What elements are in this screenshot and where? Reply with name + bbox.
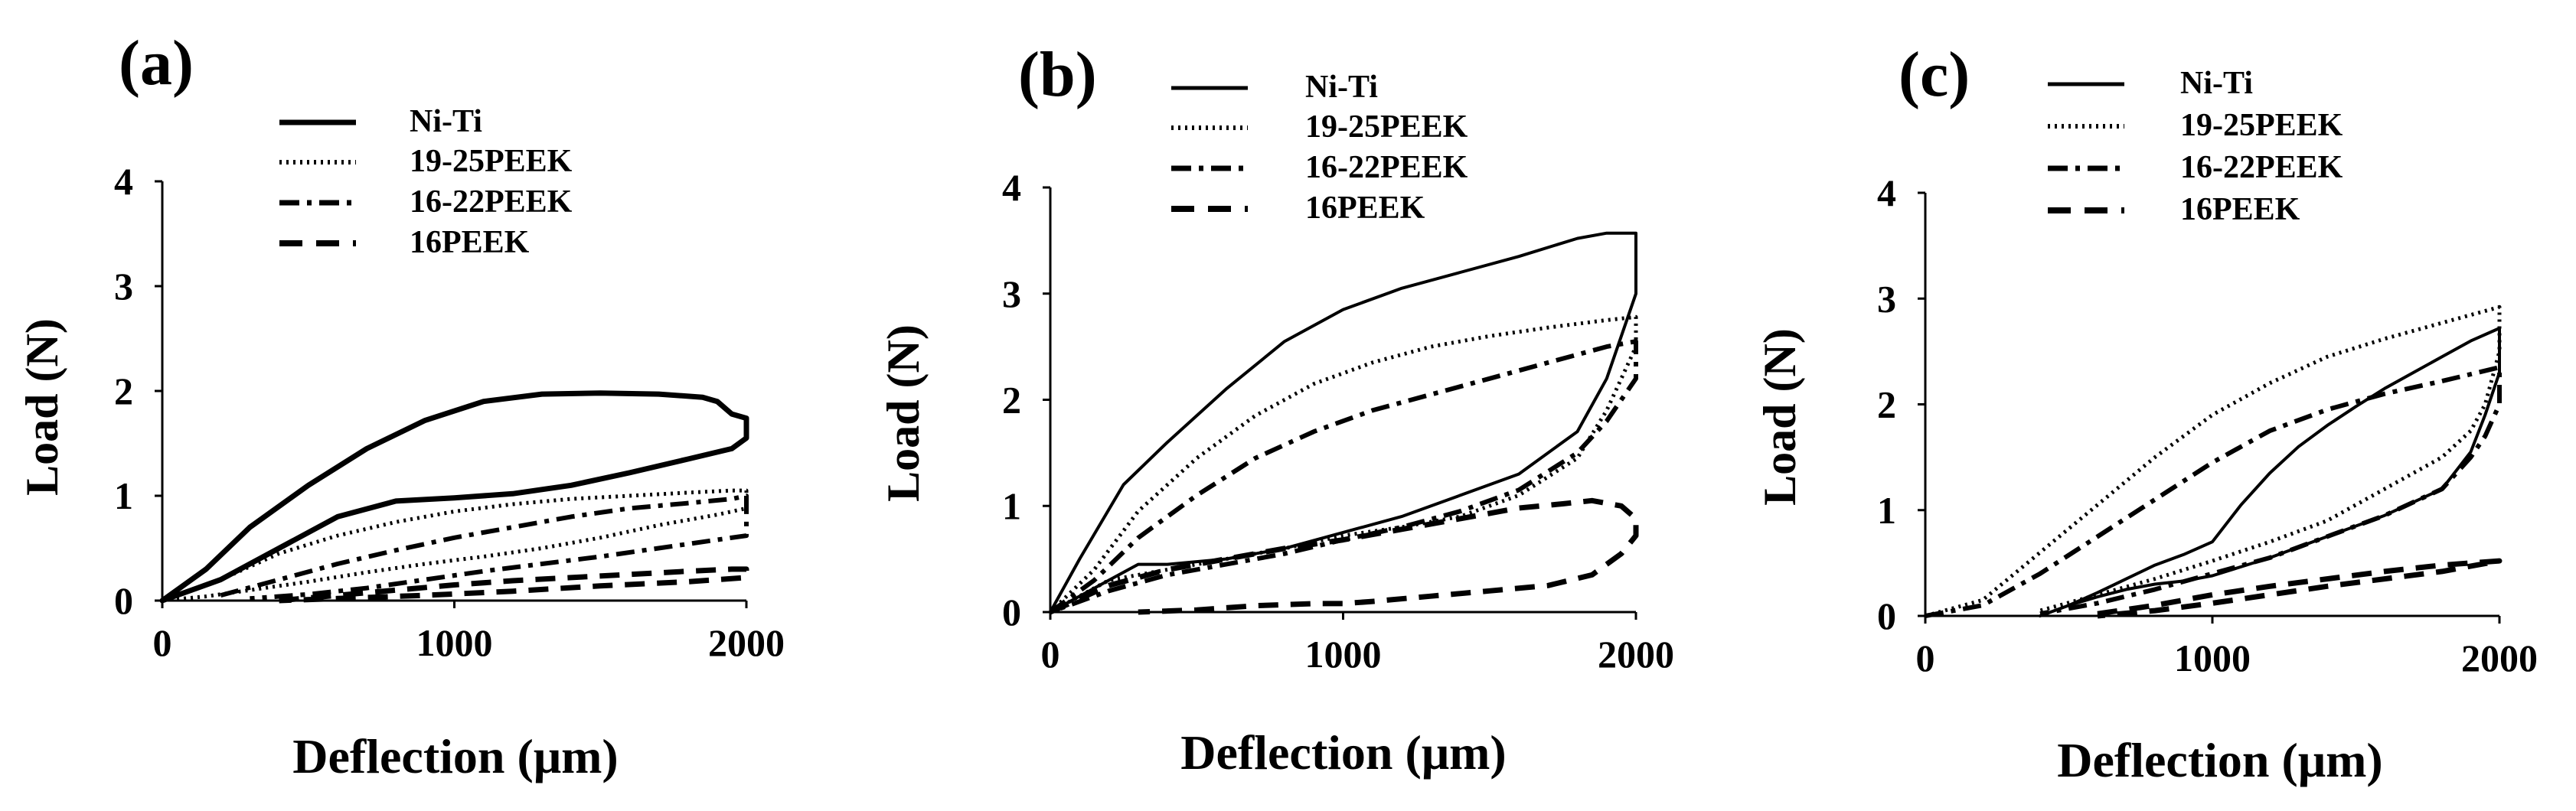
x-axis-label: Deflection (μm) bbox=[2057, 733, 2382, 787]
series-line-16-22peek bbox=[220, 493, 749, 601]
x-tick-label: 2000 bbox=[708, 621, 785, 664]
y-tick-label: 4 bbox=[114, 160, 133, 203]
legend-label-16-22peek: 16-22PEEK bbox=[2180, 150, 2343, 185]
series-line-19-25peek bbox=[1925, 305, 2502, 618]
legend: Ni-Ti 19-25PEEK 16-22PEEK 16PEEK bbox=[279, 104, 573, 260]
y-tick-label: 2 bbox=[1877, 383, 1896, 426]
legend-label-19-25peek: 19-25PEEK bbox=[1305, 109, 1468, 145]
x-tick-label: 0 bbox=[1041, 633, 1060, 676]
y-tick-label: 4 bbox=[1002, 166, 1021, 209]
y-tick-label: 1 bbox=[114, 474, 133, 517]
legend-label-16-22peek: 16-22PEEK bbox=[1305, 150, 1468, 185]
legend-label-ni-ti: Ni-Ti bbox=[2180, 66, 2253, 101]
legend-label-19-25peek: 19-25PEEK bbox=[410, 144, 573, 179]
legend: Ni-Ti 19-25PEEK 16-22PEEK 16PEEK bbox=[2048, 66, 2343, 227]
x-axis-label: Deflection (μm) bbox=[1180, 725, 1506, 780]
legend-label-16peek: 16PEEK bbox=[410, 225, 530, 260]
x-tick-label: 1000 bbox=[2174, 637, 2251, 679]
y-tick-label: 4 bbox=[1877, 171, 1896, 214]
legend-label-19-25peek: 19-25PEEK bbox=[2180, 108, 2343, 143]
y-tick-label: 1 bbox=[1877, 489, 1896, 532]
legend-label-16peek: 16PEEK bbox=[1305, 191, 1425, 226]
legend-label-ni-ti: Ni-Ti bbox=[410, 104, 482, 139]
y-axis-label: Load (N) bbox=[878, 324, 929, 502]
y-tick-label: 3 bbox=[114, 265, 133, 308]
y-axis-label: Load (N) bbox=[17, 318, 67, 496]
series-line-16-22peek bbox=[1049, 339, 1638, 614]
series-line-ni-ti bbox=[2039, 327, 2501, 617]
series-line-16peek bbox=[2097, 558, 2503, 619]
legend-label-ni-ti: Ni-Ti bbox=[1305, 70, 1378, 105]
y-tick-label: 3 bbox=[1002, 272, 1021, 315]
legend-label-16-22peek: 16-22PEEK bbox=[410, 184, 573, 220]
y-tick-label: 1 bbox=[1002, 484, 1021, 527]
x-tick-label: 2000 bbox=[2461, 637, 2538, 679]
y-tick-label: 0 bbox=[114, 579, 133, 622]
y-axis-label: Load (N) bbox=[1755, 328, 1805, 506]
x-tick-label: 1000 bbox=[1305, 633, 1382, 676]
legend: Ni-Ti 19-25PEEK 16-22PEEK 16PEEK bbox=[1171, 70, 1468, 226]
series-line-ni-ti bbox=[1049, 231, 1637, 614]
panel-c: (c) Load (N) Deflection (μm) Ni-Ti 19-25… bbox=[1755, 39, 2538, 787]
series-line-16peek bbox=[279, 566, 749, 604]
y-tick-label: 2 bbox=[1002, 379, 1021, 422]
x-axis-label: Deflection (μm) bbox=[292, 729, 618, 783]
series-line-ni-ti bbox=[159, 390, 749, 604]
panel-label: (c) bbox=[1899, 39, 1970, 110]
x-tick-label: 1000 bbox=[416, 621, 493, 664]
y-tick-label: 3 bbox=[1877, 277, 1896, 320]
y-tick-label: 2 bbox=[114, 370, 133, 412]
panel-label: (a) bbox=[119, 28, 194, 99]
legend-label-16peek: 16PEEK bbox=[2180, 192, 2300, 227]
x-tick-label: 0 bbox=[1916, 637, 1935, 679]
x-tick-label: 2000 bbox=[1598, 633, 1674, 676]
series-line-16-22peek bbox=[1925, 365, 2502, 618]
panel-b: (b) Load (N) Deflection (μm) Ni-Ti 19-25… bbox=[878, 39, 1674, 780]
x-tick-label: 0 bbox=[153, 621, 172, 664]
y-tick-label: 0 bbox=[1002, 591, 1021, 633]
series-line-16peek bbox=[1049, 497, 1639, 615]
panel-label: (b) bbox=[1018, 39, 1097, 110]
y-tick-label: 0 bbox=[1877, 594, 1896, 637]
panel-a: (a) Load (N) Deflection (μm) Ni-Ti 19-25… bbox=[17, 28, 785, 783]
